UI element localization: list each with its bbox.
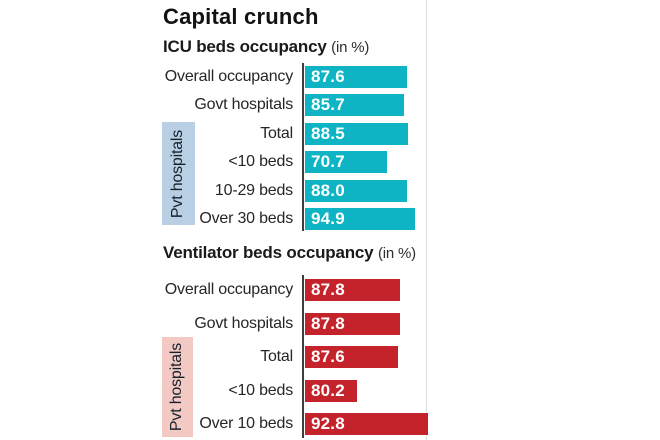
ventilator-chart-axis-line xyxy=(302,275,304,438)
bar: 80.2 xyxy=(305,379,357,402)
chart-row: Total 87.6 xyxy=(163,346,428,369)
ventilator-pvt-hospitals-group-box: Pvt hospitals xyxy=(162,337,193,437)
icu-chart-subtitle-text: ICU beds occupancy xyxy=(163,37,327,56)
bar: 87.8 xyxy=(305,279,400,301)
ventilator-chart-subtitle: Ventilator beds occupancy (in %) xyxy=(163,243,416,263)
chart-row: Overall occupancy 87.6 xyxy=(163,66,415,88)
icu-occupancy-chart: Pvt hospitals Overall occupancy 87.6 Govt … xyxy=(162,63,415,231)
bar: 87.6 xyxy=(305,66,407,88)
value-label: 87.8 xyxy=(311,280,345,299)
category-label: Govt hospitals xyxy=(194,314,293,332)
value-label: 94.9 xyxy=(311,208,345,228)
page-title: Capital crunch xyxy=(163,4,319,29)
chart-row: Over 30 beds 94.9 xyxy=(163,207,415,230)
bar: 70.7 xyxy=(305,151,387,174)
bar: 94.9 xyxy=(305,207,415,230)
chart-row: Over 10 beds 92.8 xyxy=(163,413,428,436)
category-label: Overall occupancy xyxy=(164,68,293,85)
value-label: 70.7 xyxy=(311,152,345,172)
chart-row: Govt hospitals 85.7 xyxy=(163,94,415,117)
icu-chart-axis-line xyxy=(302,63,304,231)
bar: 87.6 xyxy=(305,346,399,369)
ventilator-chart-subtitle-text: Ventilator beds occupancy xyxy=(163,243,374,262)
value-label: 87.8 xyxy=(311,313,345,333)
category-label: <10 beds xyxy=(228,153,293,171)
value-label: 92.8 xyxy=(311,414,345,434)
icu-pvt-hospitals-label: Pvt hospitals xyxy=(169,129,187,218)
chart-row: <10 beds 70.7 xyxy=(163,151,415,174)
value-label: 87.6 xyxy=(311,67,345,86)
bar: 92.8 xyxy=(305,413,428,436)
chart-row: Govt hospitals 87.8 xyxy=(163,312,428,335)
chart-row: Overall occupancy 87.8 xyxy=(163,279,428,301)
value-label: 88.0 xyxy=(311,180,345,200)
value-label: 87.6 xyxy=(311,347,345,367)
category-label: Over 30 beds xyxy=(199,209,293,227)
column-divider-line xyxy=(426,0,427,440)
category-label: Over 10 beds xyxy=(199,415,293,433)
category-label: 10-29 beds xyxy=(214,181,293,199)
value-label: 80.2 xyxy=(311,380,345,400)
category-label: <10 beds xyxy=(228,381,293,399)
chart-row: Total 88.5 xyxy=(163,122,415,145)
ventilator-occupancy-chart: Pvt hospitals Overall occupancy 87.8 Govt … xyxy=(162,275,428,438)
icu-pvt-hospitals-group-box: Pvt hospitals xyxy=(162,122,195,225)
ventilator-pvt-hospitals-label: Pvt hospitals xyxy=(168,342,186,432)
chart-row: <10 beds 80.2 xyxy=(163,379,428,402)
category-label: Overall occupancy xyxy=(164,281,293,298)
category-label: Total xyxy=(260,348,293,366)
chart-row: 10-29 beds 88.0 xyxy=(163,179,415,202)
icu-chart-unit-note: (in %) xyxy=(331,39,370,56)
category-label: Total xyxy=(260,124,293,142)
bar: 88.0 xyxy=(305,179,407,202)
bar: 88.5 xyxy=(305,122,408,145)
value-label: 88.5 xyxy=(311,123,345,143)
icu-chart-subtitle: ICU beds occupancy (in %) xyxy=(163,37,369,57)
value-label: 85.7 xyxy=(311,95,345,115)
bar: 85.7 xyxy=(305,94,405,117)
bar: 87.8 xyxy=(305,312,400,335)
category-label: Govt hospitals xyxy=(194,96,293,114)
ventilator-chart-unit-note: (in %) xyxy=(377,245,416,262)
